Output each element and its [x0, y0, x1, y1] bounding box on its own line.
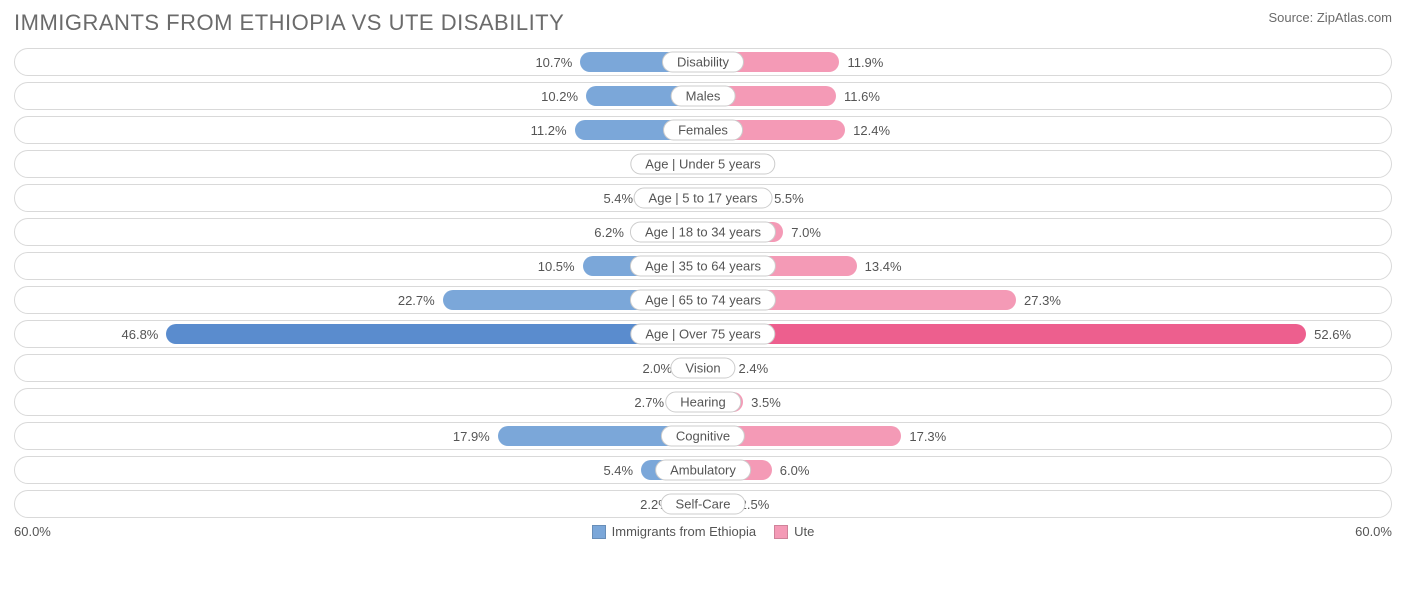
chart-row: 6.2% 7.0% Age | 18 to 34 years	[14, 218, 1392, 246]
category-pill: Age | Over 75 years	[630, 324, 775, 345]
value-left: 2.7%	[634, 389, 664, 415]
value-left: 46.8%	[122, 321, 159, 347]
row-left-half: 5.4%	[15, 457, 703, 483]
row-left-half: 10.7%	[15, 49, 703, 75]
row-left-half: 10.5%	[15, 253, 703, 279]
value-right: 13.4%	[865, 253, 902, 279]
legend-item-right: Ute	[774, 524, 814, 539]
value-left: 10.5%	[538, 253, 575, 279]
chart-row: 5.4% 6.0% Ambulatory	[14, 456, 1392, 484]
value-right: 52.6%	[1314, 321, 1351, 347]
chart-source: Source: ZipAtlas.com	[1268, 10, 1392, 25]
category-pill: Vision	[670, 358, 735, 379]
category-pill: Males	[671, 86, 736, 107]
row-left-half: 22.7%	[15, 287, 703, 313]
value-right: 11.9%	[847, 49, 883, 75]
chart-row: 2.0% 2.4%Vision	[14, 354, 1392, 382]
legend-label: Ute	[794, 524, 814, 539]
category-pill: Self-Care	[661, 494, 746, 515]
legend-swatch-icon	[592, 525, 606, 539]
row-right-half: 2.4%	[703, 355, 1391, 381]
category-pill: Females	[663, 120, 743, 141]
row-right-half: 11.9%	[703, 49, 1391, 75]
chart-row: 11.2% 12.4% Females	[14, 116, 1392, 144]
row-left-half: 2.2%	[15, 491, 703, 517]
chart-row: 10.7% 11.9% Disability	[14, 48, 1392, 76]
value-left: 22.7%	[398, 287, 435, 313]
chart-container: IMMIGRANTS FROM ETHIOPIA VS UTE DISABILI…	[0, 0, 1406, 547]
row-right-half: 2.5%	[703, 491, 1391, 517]
category-pill: Age | 18 to 34 years	[630, 222, 776, 243]
value-left: 5.4%	[603, 457, 633, 483]
chart-row: 10.2% 11.6% Males	[14, 82, 1392, 110]
row-left-half: 6.2%	[15, 219, 703, 245]
chart-footer: 60.0% Immigrants from Ethiopia Ute 60.0%	[14, 524, 1392, 539]
row-right-half: 0.86%	[703, 151, 1391, 177]
value-right: 3.5%	[751, 389, 781, 415]
value-right: 7.0%	[791, 219, 821, 245]
row-left-half: 11.2%	[15, 117, 703, 143]
category-pill: Age | 35 to 64 years	[630, 256, 776, 277]
value-left: 11.2%	[531, 117, 567, 143]
value-right: 2.4%	[739, 355, 769, 381]
row-right-half: 6.0%	[703, 457, 1391, 483]
category-pill: Cognitive	[661, 426, 745, 447]
chart-rows: 10.7% 11.9% Disability 10.2% 11.6% Males 11.2%…	[14, 48, 1392, 518]
chart-row: 2.7% 3.5% Hearing	[14, 388, 1392, 416]
chart-row: 2.2%2.5%Self-Care	[14, 490, 1392, 518]
value-right: 5.5%	[774, 185, 804, 211]
category-pill: Age | 65 to 74 years	[630, 290, 776, 311]
category-pill: Ambulatory	[655, 460, 751, 481]
row-right-half: 27.3%	[703, 287, 1391, 313]
category-pill: Age | 5 to 17 years	[634, 188, 773, 209]
value-right: 12.4%	[853, 117, 890, 143]
row-left-half: 10.2%	[15, 83, 703, 109]
chart-row: 5.4% 5.5%Age | 5 to 17 years	[14, 184, 1392, 212]
chart-row: 17.9% 17.3% Cognitive	[14, 422, 1392, 450]
bar-right	[703, 324, 1306, 344]
legend-label: Immigrants from Ethiopia	[612, 524, 757, 539]
legend: Immigrants from Ethiopia Ute	[592, 524, 815, 539]
row-left-half: 46.8%	[15, 321, 703, 347]
value-left: 5.4%	[603, 185, 633, 211]
chart-row: 10.5% 13.4% Age | 35 to 64 years	[14, 252, 1392, 280]
row-left-half: 17.9%	[15, 423, 703, 449]
axis-max-right: 60.0%	[1355, 524, 1392, 539]
value-left: 2.0%	[642, 355, 672, 381]
value-left: 10.2%	[541, 83, 578, 109]
row-right-half: 13.4%	[703, 253, 1391, 279]
value-left: 17.9%	[453, 423, 490, 449]
axis-max-left: 60.0%	[14, 524, 51, 539]
legend-swatch-icon	[774, 525, 788, 539]
row-right-half: 3.5%	[703, 389, 1391, 415]
category-pill: Hearing	[665, 392, 741, 413]
row-right-half: 52.6%	[703, 321, 1391, 347]
row-left-half: 5.4%	[15, 185, 703, 211]
chart-row: 46.8% 52.6% Age | Over 75 years	[14, 320, 1392, 348]
value-left: 6.2%	[594, 219, 624, 245]
category-pill: Disability	[662, 52, 744, 73]
row-left-half: 2.0%	[15, 355, 703, 381]
category-pill: Age | Under 5 years	[630, 154, 775, 175]
row-left-half: 2.7%	[15, 389, 703, 415]
row-right-half: 17.3%	[703, 423, 1391, 449]
row-right-half: 5.5%	[703, 185, 1391, 211]
bar-left	[166, 324, 703, 344]
chart-title: IMMIGRANTS FROM ETHIOPIA VS UTE DISABILI…	[14, 10, 564, 36]
row-right-half: 11.6%	[703, 83, 1391, 109]
chart-row: 22.7% 27.3% Age | 65 to 74 years	[14, 286, 1392, 314]
row-right-half: 12.4%	[703, 117, 1391, 143]
value-right: 17.3%	[909, 423, 946, 449]
legend-item-left: Immigrants from Ethiopia	[592, 524, 757, 539]
value-right: 11.6%	[844, 83, 880, 109]
chart-row: 1.1%0.86%Age | Under 5 years	[14, 150, 1392, 178]
value-right: 6.0%	[780, 457, 810, 483]
header: IMMIGRANTS FROM ETHIOPIA VS UTE DISABILI…	[14, 10, 1392, 36]
row-left-half: 1.1%	[15, 151, 703, 177]
value-right: 27.3%	[1024, 287, 1061, 313]
row-right-half: 7.0%	[703, 219, 1391, 245]
value-left: 10.7%	[535, 49, 572, 75]
